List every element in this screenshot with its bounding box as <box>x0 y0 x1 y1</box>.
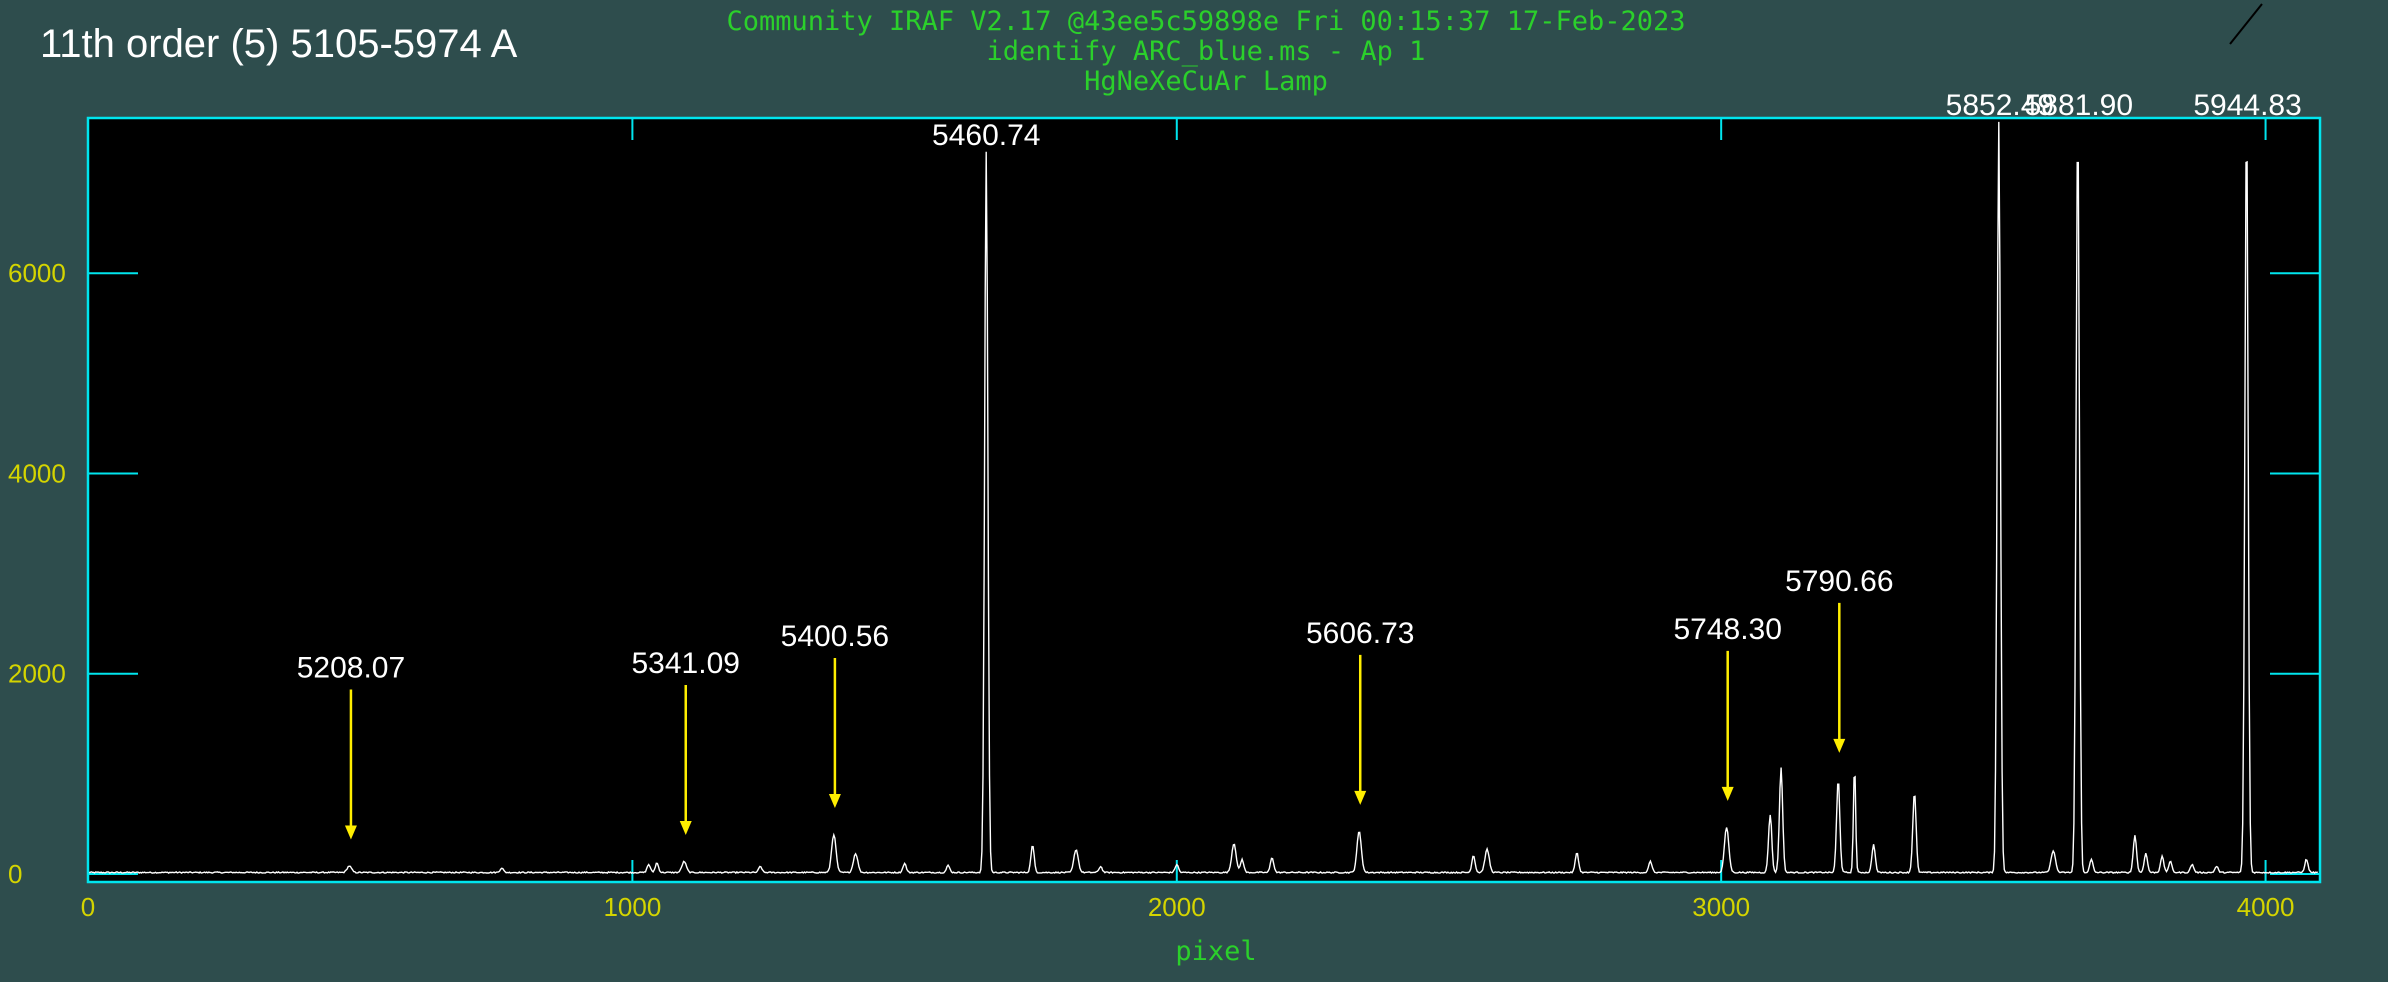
line-wavelength-label: 5748.30 <box>1673 613 1781 646</box>
line-marker-arrowhead <box>828 793 841 808</box>
line-wavelength-label: 5881.90 <box>2025 89 2133 122</box>
line-wavelength-label: 5790.66 <box>1785 565 1893 598</box>
y-tick-label: 6000 <box>8 258 66 288</box>
line-marker-arrowhead <box>344 825 357 840</box>
lamp-name-line: HgNeXeCuAr Lamp <box>1084 66 1328 97</box>
line-wavelength-label: 5208.07 <box>297 651 405 684</box>
line-wavelength-label: 5460.74 <box>932 119 1040 152</box>
spectrum-line <box>87 121 2318 875</box>
iraf-version-line: Community IRAF V2.17 @43ee5c59898e Fri 0… <box>726 6 1686 37</box>
line-marker-arrowhead <box>1354 790 1367 805</box>
identified-lines: 5208.07 5341.09 5400.56 5460.74 5606.73 5748.… <box>297 89 2302 840</box>
x-axis-label: pixel <box>1175 936 1256 967</box>
x-tick-label: 1000 <box>603 892 661 922</box>
page-title: 11th order (5) 5105-5974 A <box>40 22 518 66</box>
line-wavelength-label: 5606.73 <box>1306 617 1414 650</box>
iraf-task-line: identify ARC_blue.ms - Ap 1 <box>986 36 1426 67</box>
line-wavelength-label: 5852.49 <box>1946 89 2054 122</box>
plot-frame <box>86 116 2322 884</box>
line-wavelength-label: 5400.56 <box>781 620 889 653</box>
y-tick-label: 2000 <box>8 659 66 689</box>
line-wavelength-label: 5341.09 <box>632 647 740 680</box>
x-tick-label: 3000 <box>1692 892 1750 922</box>
line-marker-arrowhead <box>1721 786 1734 801</box>
corner-mark <box>2229 3 2263 45</box>
line-marker-arrowhead <box>679 820 692 835</box>
line-marker-arrowhead <box>1833 738 1846 753</box>
x-tick-label: 2000 <box>1148 892 1206 922</box>
x-tick-label: 4000 <box>2237 892 2295 922</box>
y-tick-label: 0 <box>8 859 22 889</box>
plot-area <box>88 118 2320 882</box>
x-tick-label: 0 <box>81 892 95 922</box>
line-wavelength-label: 5944.83 <box>2193 89 2301 122</box>
y-tick-label: 4000 <box>8 458 66 488</box>
